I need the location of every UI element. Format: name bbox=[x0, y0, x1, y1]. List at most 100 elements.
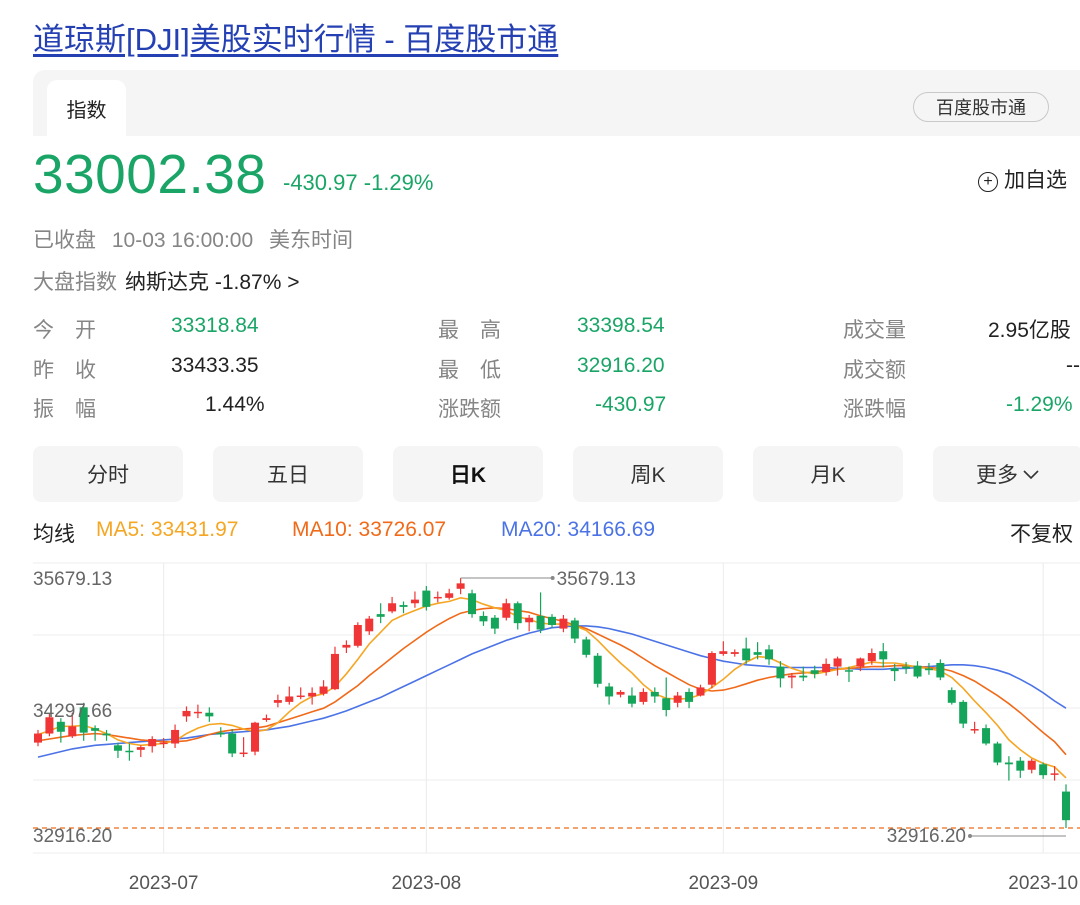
candle-body bbox=[45, 717, 54, 734]
candle-body bbox=[353, 624, 362, 646]
status-text: 已收盘 bbox=[33, 229, 96, 252]
min-marker-label: 32916.20 bbox=[887, 826, 966, 847]
add-watchlist-label: 加自选 bbox=[1004, 169, 1067, 192]
candle-body bbox=[913, 665, 922, 677]
period-button-daily-k[interactable]: 日K bbox=[393, 446, 543, 502]
candle-body bbox=[216, 732, 225, 735]
candle-body bbox=[56, 721, 65, 732]
candle-body bbox=[171, 729, 180, 744]
candle-body bbox=[673, 695, 682, 703]
stat-amt-value: -- bbox=[1066, 354, 1080, 377]
candle-body bbox=[742, 648, 751, 661]
candle-body bbox=[685, 691, 694, 702]
candle-body bbox=[251, 722, 260, 752]
candle-body bbox=[330, 653, 339, 690]
candle-body bbox=[1027, 760, 1036, 770]
stat-amp-label: 振 幅 bbox=[33, 398, 96, 421]
period-button-more[interactable]: 更多 bbox=[933, 446, 1080, 502]
candle-body bbox=[582, 639, 591, 655]
stat-chgpct-value: -1.29% bbox=[1006, 393, 1073, 416]
y-axis-label: 32916.20 bbox=[33, 826, 112, 847]
candle-body bbox=[856, 658, 865, 667]
period-button-intraday[interactable]: 分时 bbox=[33, 446, 183, 502]
x-axis-labels: 2023-07 2023-08 2023-09 2023-10 bbox=[129, 873, 1078, 894]
candle-body bbox=[502, 603, 511, 618]
candle-body bbox=[193, 711, 202, 714]
candle-body bbox=[205, 712, 214, 717]
market-index-link[interactable]: 纳斯达克 -1.87% > bbox=[125, 271, 300, 294]
candle-body bbox=[1004, 762, 1013, 765]
status-datetime: 10-03 16:00:00 bbox=[111, 229, 254, 252]
change-value: -430.97 bbox=[283, 170, 358, 195]
candle-body bbox=[125, 750, 134, 753]
stat-low-label: 最 低 bbox=[438, 359, 501, 382]
market-index-row: 大盘指数 纳斯达克 -1.87% > bbox=[33, 266, 300, 296]
candle-body bbox=[765, 649, 774, 660]
candle-body bbox=[605, 686, 614, 697]
candle-body bbox=[1016, 760, 1025, 771]
candle-body bbox=[982, 728, 991, 744]
stat-prev-value: 33433.35 bbox=[171, 354, 259, 377]
candle-body bbox=[559, 618, 568, 629]
ma5-value: MA5: 33431.97 bbox=[96, 518, 239, 541]
kline-chart[interactable]: 35679.13 32916.20 2023-07 2023-08 2023-09 20… bbox=[0, 558, 1080, 900]
ma-legend-label: 均线 bbox=[33, 523, 75, 546]
stat-chgpct-label: 涨跌幅 bbox=[843, 398, 906, 421]
candle-body bbox=[787, 675, 796, 678]
candles-group bbox=[34, 578, 1070, 828]
x-axis-label: 2023-07 bbox=[129, 873, 199, 894]
candle-body bbox=[707, 653, 716, 685]
candle-body bbox=[273, 700, 282, 703]
current-price: 33002.38 bbox=[33, 143, 267, 205]
adjust-selector[interactable]: 不复权 bbox=[1010, 523, 1073, 546]
tab-index[interactable]: 指数 bbox=[47, 80, 126, 136]
candle-body bbox=[342, 644, 351, 648]
x-axis-label: 2023-08 bbox=[391, 873, 461, 894]
candle-body bbox=[570, 620, 579, 639]
period-button-weekly-k[interactable]: 周K bbox=[573, 446, 723, 502]
source-badge[interactable]: 百度股市通 bbox=[913, 92, 1049, 122]
stat-amt-label: 成交额 bbox=[843, 359, 906, 382]
candle-body bbox=[1050, 773, 1059, 775]
candle-body bbox=[844, 670, 853, 672]
period-button-monthly-k[interactable]: 月K bbox=[753, 446, 903, 502]
stat-high-value: 33398.54 bbox=[577, 314, 665, 337]
candle-body bbox=[182, 710, 191, 717]
candle-body bbox=[799, 675, 808, 678]
max-marker-label: 35679.13 bbox=[557, 569, 636, 590]
candle-body bbox=[308, 692, 317, 697]
more-label: 更多 bbox=[976, 464, 1018, 487]
stat-chg-label: 涨跌额 bbox=[438, 398, 501, 421]
header-card bbox=[33, 70, 1080, 136]
candle-body bbox=[468, 593, 477, 615]
candle-body bbox=[262, 718, 271, 720]
candle-body bbox=[902, 666, 911, 669]
market-index-name: 纳斯达克 bbox=[125, 271, 209, 294]
price-change: -430.97 -1.29% bbox=[283, 170, 433, 196]
candle-body bbox=[719, 651, 728, 654]
ma20-line bbox=[37, 625, 1067, 758]
candle-body bbox=[399, 605, 408, 607]
chevron-right-icon: > bbox=[287, 271, 300, 294]
candle-body bbox=[776, 666, 785, 679]
candle-body bbox=[730, 652, 739, 654]
candle-body bbox=[34, 733, 42, 743]
y-axis-labels: 35679.13 34297.66 32916.20 bbox=[33, 569, 112, 847]
candle-body bbox=[879, 651, 888, 660]
add-watchlist-button[interactable]: + 加自选 bbox=[978, 164, 1067, 194]
ma20-value: MA20: 34166.69 bbox=[501, 518, 656, 541]
period-button-five-day[interactable]: 五日 bbox=[213, 446, 363, 502]
stat-amp-value: 1.44% bbox=[205, 393, 265, 416]
plus-circle-icon: + bbox=[978, 172, 998, 192]
y-axis-label: 34297.66 bbox=[33, 701, 112, 722]
chevron-down-icon bbox=[1023, 470, 1039, 480]
candle-body bbox=[319, 686, 328, 694]
candle-body bbox=[136, 747, 145, 750]
stat-vol-value: 2.95亿股 bbox=[988, 319, 1071, 342]
chart-annotations: 35679.13 32916.20 bbox=[33, 569, 1080, 847]
page-title-link[interactable]: 道琼斯[DJI]美股实时行情 - 百度股市通 bbox=[33, 22, 559, 57]
ma10-line bbox=[37, 606, 1067, 756]
candle-body bbox=[490, 617, 499, 629]
candle-body bbox=[525, 617, 534, 623]
stat-open-label: 今 开 bbox=[33, 319, 96, 342]
